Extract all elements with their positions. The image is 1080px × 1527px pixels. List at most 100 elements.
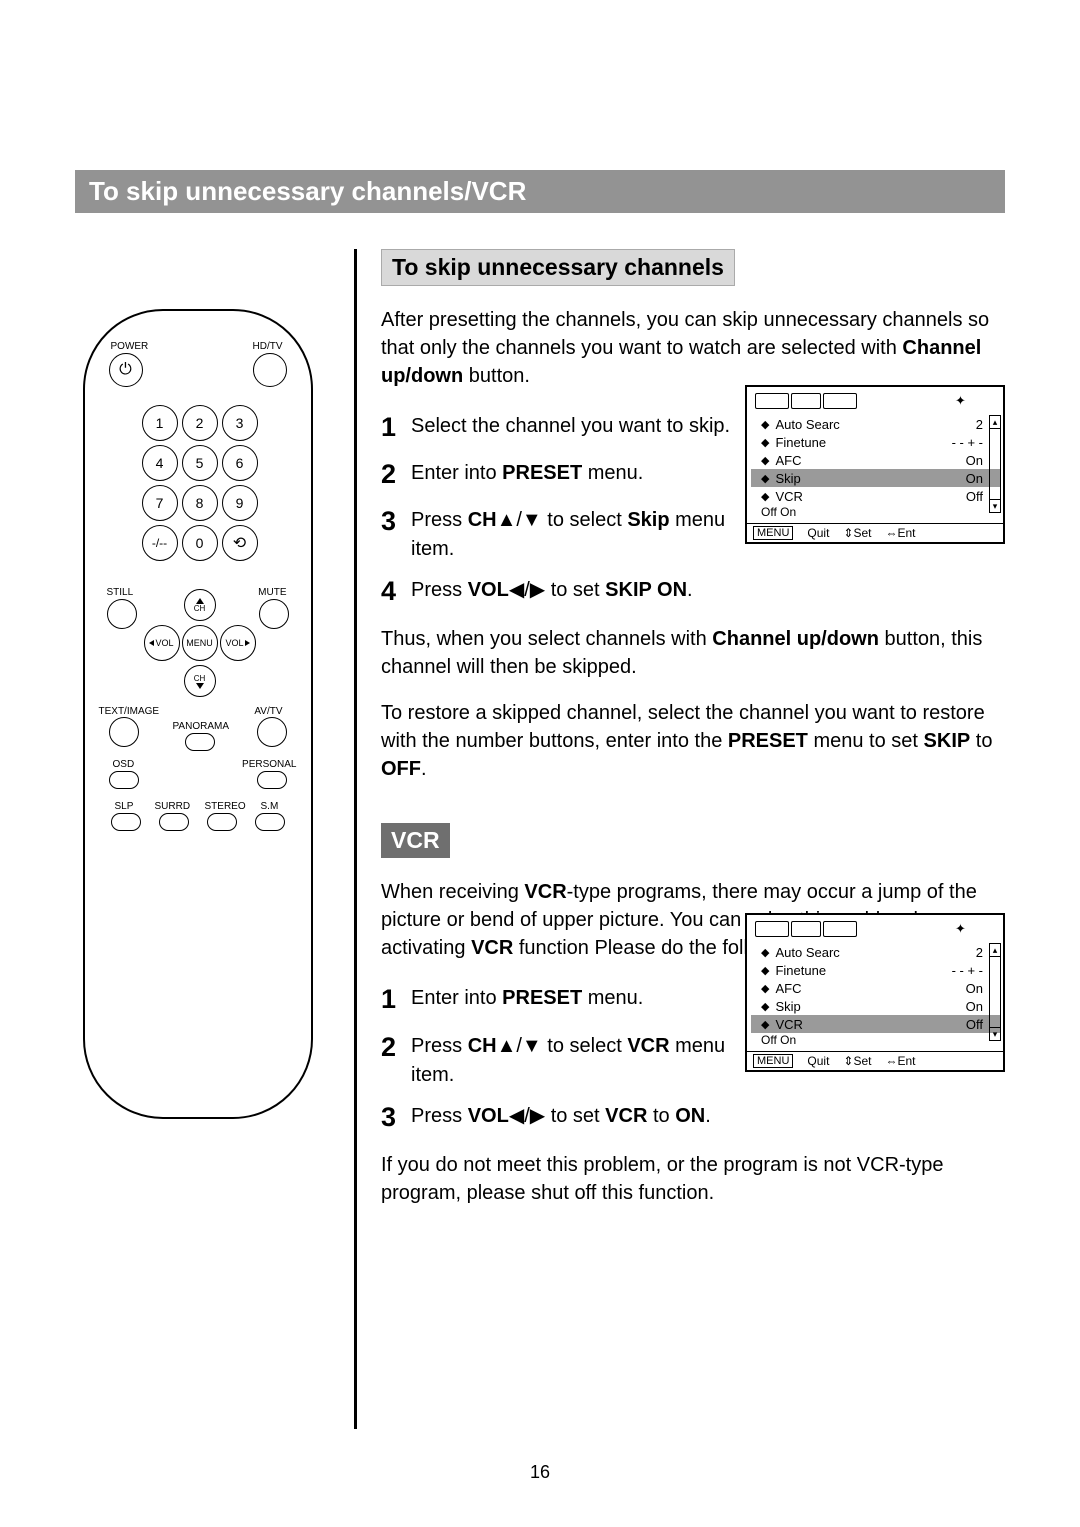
osd-row-value: On bbox=[966, 981, 983, 996]
num-1-button[interactable]: 1 bbox=[142, 405, 178, 441]
step-number: 3 bbox=[381, 1098, 411, 1137]
step-text: Press VOL◀/▶ to set SKIP ON. bbox=[411, 572, 693, 611]
menu-button[interactable]: MENU bbox=[182, 625, 218, 661]
step-text: Press CH▲/▼ to select Skip menu item. bbox=[411, 502, 761, 564]
label-surrd: SURRD bbox=[155, 801, 191, 812]
textimage-button[interactable] bbox=[109, 717, 139, 747]
osd-row: ◆Finetune- - + - bbox=[751, 961, 1001, 979]
remote-column: POWER HD/TV ⏻ 123 456 789 -/--0⟲ STILL MUTE… bbox=[75, 249, 320, 1429]
page-number: 16 bbox=[530, 1462, 550, 1483]
step-text: Select the channel you want to skip. bbox=[411, 408, 730, 447]
osd-menu-2: ✦ ◆Auto Searc2◆Finetune- - + -◆AFCOn◆Ski… bbox=[745, 913, 1005, 1072]
osd-row-label: Auto Searc bbox=[775, 945, 975, 960]
label-mute: MUTE bbox=[258, 587, 286, 598]
vol-label2: VOL bbox=[225, 638, 243, 648]
num-3-button[interactable]: 3 bbox=[222, 405, 258, 441]
osd-menu-badge: MENU bbox=[753, 526, 793, 540]
recall-button[interactable]: ⟲ bbox=[222, 525, 258, 561]
osd-row-label: Finetune bbox=[775, 963, 951, 978]
osd-row: ◆AFCOn bbox=[751, 979, 1001, 997]
num-6-button[interactable]: 6 bbox=[222, 445, 258, 481]
avtv-button[interactable] bbox=[257, 717, 287, 747]
num-0-button[interactable]: 0 bbox=[182, 525, 218, 561]
osd-ent: ⇔Ent bbox=[885, 526, 915, 540]
step-number: 1 bbox=[381, 408, 411, 447]
osd-scrollbar[interactable]: ▴▾ bbox=[989, 943, 1001, 1041]
remote-control: POWER HD/TV ⏻ 123 456 789 -/--0⟲ STILL MUTE… bbox=[83, 309, 313, 1119]
section1-para3: To restore a skipped channel, select the… bbox=[381, 699, 1005, 783]
osd-row-label: VCR bbox=[775, 1017, 965, 1032]
surrd-button[interactable] bbox=[159, 813, 189, 831]
ch-label: CH bbox=[194, 604, 206, 613]
panorama-button[interactable] bbox=[185, 733, 215, 751]
osd-menu-1: ✦ ◆Auto Searc2◆Finetune- - + -◆AFCOn◆Ski… bbox=[745, 385, 1005, 544]
power-button[interactable]: ⏻ bbox=[109, 353, 143, 387]
personal-button[interactable] bbox=[257, 771, 287, 789]
step-number: 4 bbox=[381, 572, 411, 611]
vol-left-button[interactable]: VOL bbox=[144, 625, 180, 661]
osd-tab-icons: ✦ bbox=[751, 917, 1001, 943]
osd-row-label: AFC bbox=[775, 453, 965, 468]
label-osd: OSD bbox=[113, 759, 135, 770]
step-text: Press CH▲/▼ to select VCR menu item. bbox=[411, 1028, 761, 1090]
vol-right-button[interactable]: VOL bbox=[220, 625, 256, 661]
step-text: Enter into PRESET menu. bbox=[411, 980, 643, 1019]
label-hdtv: HD/TV bbox=[253, 341, 283, 352]
num-2-button[interactable]: 2 bbox=[182, 405, 218, 441]
num-4-button[interactable]: 4 bbox=[142, 445, 178, 481]
label-avtv: AV/TV bbox=[254, 706, 282, 717]
label-panorama: PANORAMA bbox=[173, 721, 230, 732]
osd-row-value: Off bbox=[966, 1017, 983, 1032]
step-text: Press VOL◀/▶ to set VCR to ON. bbox=[411, 1098, 711, 1137]
dash-button[interactable]: -/-- bbox=[142, 525, 178, 561]
ch-down-button[interactable]: CH bbox=[184, 665, 216, 697]
ch-label2: CH bbox=[194, 674, 206, 683]
osd-row-value: Off bbox=[966, 489, 983, 504]
osd-row: ◆SkipOn bbox=[751, 997, 1001, 1015]
page-title: To skip unnecessary channels/VCR bbox=[75, 170, 1005, 213]
section1-intro: After presetting the channels, you can s… bbox=[381, 306, 1005, 390]
sm-button[interactable] bbox=[255, 813, 285, 831]
osd-quit: Quit bbox=[807, 526, 829, 540]
label-power: POWER bbox=[111, 341, 149, 352]
osd-row: ◆AFCOn bbox=[751, 451, 1001, 469]
still-button[interactable] bbox=[107, 599, 137, 629]
osd-row-value: - - + - bbox=[952, 963, 983, 978]
osd-quit: Quit bbox=[807, 1054, 829, 1068]
osd-menu-badge: MENU bbox=[753, 1054, 793, 1068]
section2-heading: VCR bbox=[381, 823, 450, 858]
section1-heading: To skip unnecessary channels bbox=[381, 249, 735, 286]
osd-row-value: On bbox=[966, 999, 983, 1014]
osd-sub: Off On bbox=[751, 505, 1001, 521]
num-8-button[interactable]: 8 bbox=[182, 485, 218, 521]
osd-row-value: On bbox=[966, 471, 983, 486]
osd-footer: MENU Quit ⇕Set ⇔Ent bbox=[747, 523, 1003, 542]
step-number: 2 bbox=[381, 1028, 411, 1090]
label-personal: PERSONAL bbox=[242, 759, 296, 770]
mute-button[interactable] bbox=[259, 599, 289, 629]
label-stereo: STEREO bbox=[205, 801, 246, 812]
instruction-column: To skip unnecessary channels After prese… bbox=[354, 249, 1005, 1429]
stereo-button[interactable] bbox=[207, 813, 237, 831]
ch-up-button[interactable]: CH bbox=[184, 589, 216, 621]
osd-sub: Off On bbox=[751, 1033, 1001, 1049]
num-5-button[interactable]: 5 bbox=[182, 445, 218, 481]
step-number: 2 bbox=[381, 455, 411, 494]
hdtv-button[interactable] bbox=[253, 353, 287, 387]
osd-row-value: - - + - bbox=[952, 435, 983, 450]
step-text: Enter into PRESET menu. bbox=[411, 455, 643, 494]
vol-label: VOL bbox=[155, 638, 173, 648]
num-7-button[interactable]: 7 bbox=[142, 485, 178, 521]
osd-row: ◆Auto Searc2 bbox=[751, 415, 1001, 433]
label-still: STILL bbox=[107, 587, 134, 598]
osd-row-label: Auto Searc bbox=[775, 417, 975, 432]
osd-tab-icons: ✦ bbox=[751, 389, 1001, 415]
osd-row-label: VCR bbox=[775, 489, 965, 504]
slp-button[interactable] bbox=[111, 813, 141, 831]
osd-footer: MENU Quit ⇕Set ⇔Ent bbox=[747, 1051, 1003, 1070]
osd-ent: ⇔Ent bbox=[885, 1054, 915, 1068]
content-columns: POWER HD/TV ⏻ 123456789-/--0⟲ STILL MUTE… bbox=[75, 249, 1005, 1429]
num-9-button[interactable]: 9 bbox=[222, 485, 258, 521]
osd-scrollbar[interactable]: ▴▾ bbox=[989, 415, 1001, 513]
osd-button[interactable] bbox=[109, 771, 139, 789]
